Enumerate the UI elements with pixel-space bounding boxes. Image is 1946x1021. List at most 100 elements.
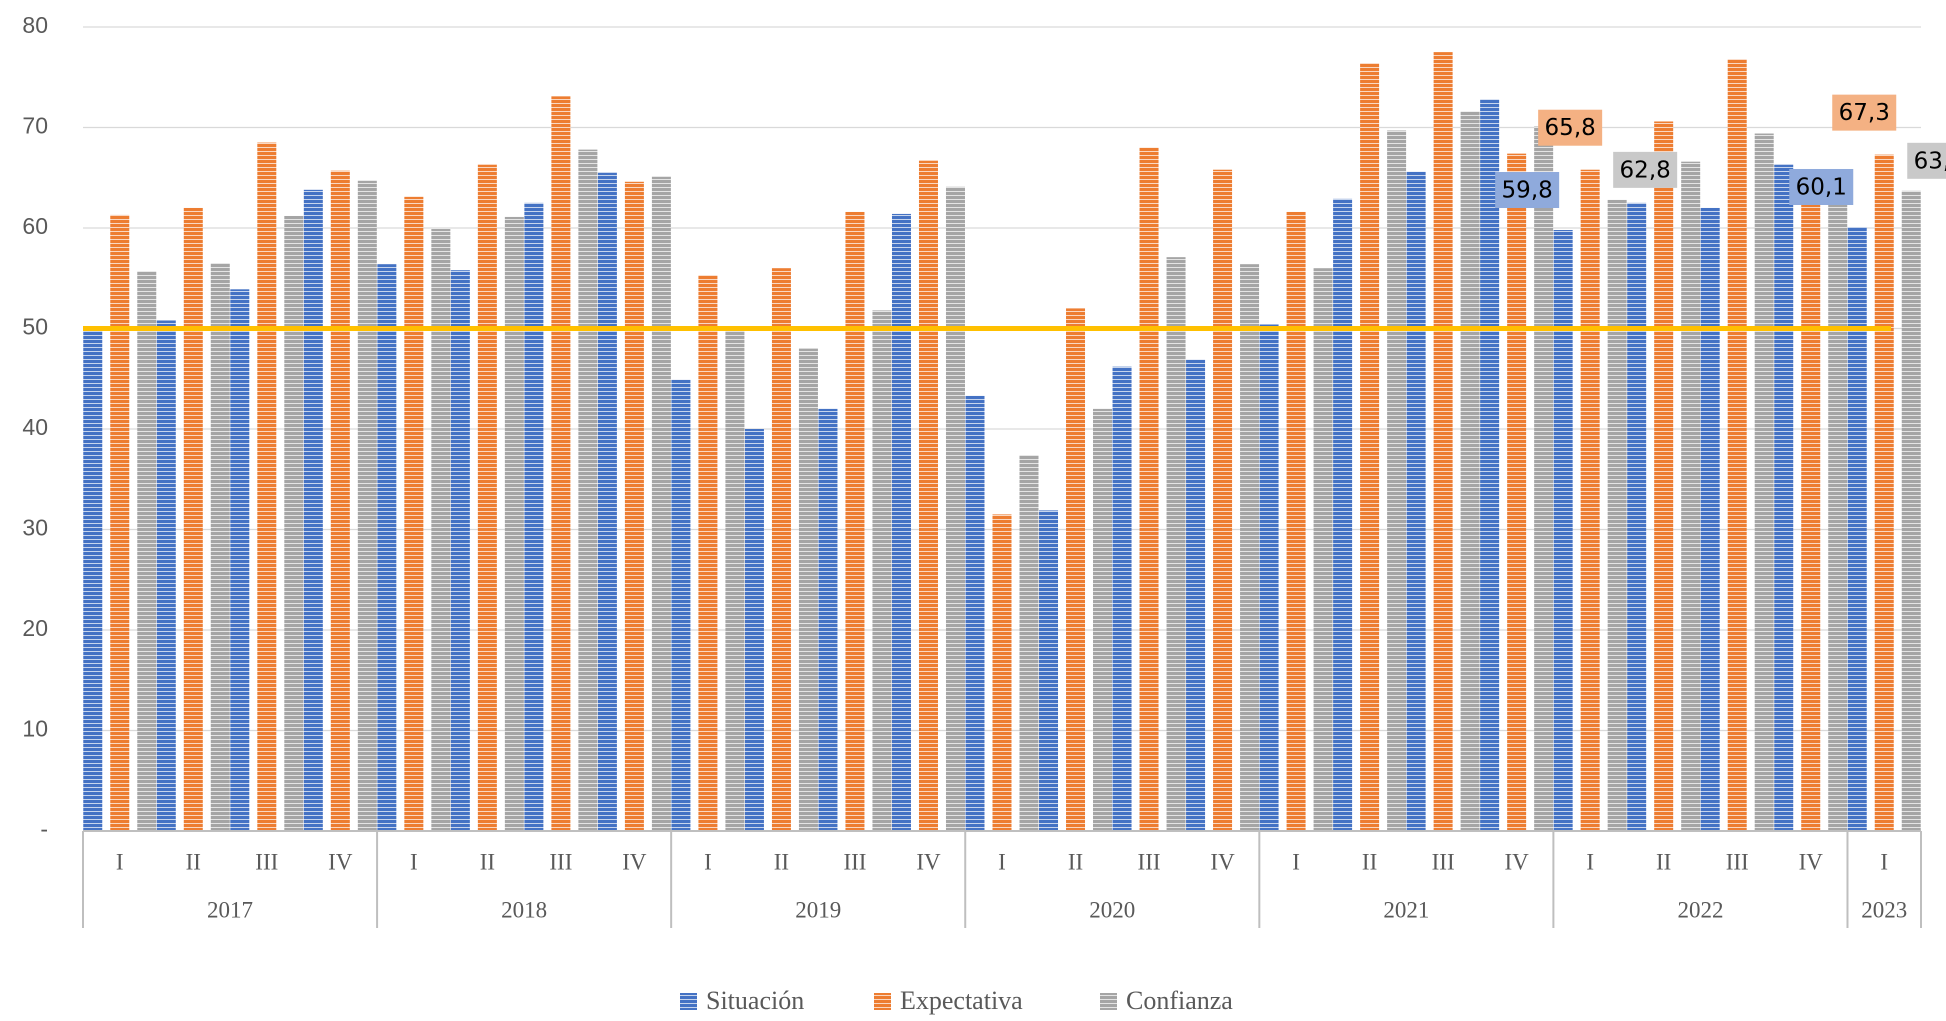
x-tick-label: I: [1586, 849, 1594, 874]
bar: [1313, 268, 1333, 831]
bar: [1874, 154, 1894, 831]
group-label: 2021: [1383, 897, 1429, 922]
bar: [1333, 198, 1353, 832]
x-tick-label: IV: [916, 849, 941, 874]
x-tick-label: IV: [1210, 849, 1235, 874]
x-tick-label: I: [704, 849, 712, 874]
bar: [1507, 153, 1527, 831]
bar: [1186, 359, 1206, 831]
x-tick-label: IV: [1799, 849, 1824, 874]
bar: [1700, 207, 1720, 831]
bar: [1828, 175, 1848, 832]
value-label: 65,8: [1545, 115, 1596, 141]
x-tick-label: III: [1726, 849, 1749, 874]
x-tick-label: II: [186, 849, 201, 874]
group-label: 2018: [501, 897, 547, 922]
bar: [1139, 147, 1159, 832]
value-label: 63,7: [1914, 148, 1946, 174]
y-tick-label: 50: [22, 314, 48, 340]
bar: [110, 214, 130, 831]
bar: [1360, 63, 1380, 832]
bar: [1019, 455, 1039, 831]
bar: [798, 348, 818, 831]
bar: [624, 181, 644, 831]
bar: [1240, 264, 1260, 831]
value-label-box: [1613, 151, 1678, 188]
bar: [83, 328, 103, 831]
x-tick-label: III: [549, 849, 572, 874]
legend-swatch: [680, 993, 697, 1010]
y-tick-label: 20: [22, 615, 48, 641]
bar: [744, 429, 764, 831]
value-label-box: [1789, 168, 1854, 205]
bar: [357, 180, 377, 831]
bar: [1553, 230, 1573, 831]
value-label: 60,1: [1796, 174, 1847, 200]
bar: [1259, 324, 1279, 831]
bar: [891, 213, 911, 831]
bar: [1607, 199, 1627, 832]
bar: [210, 263, 230, 831]
x-tick-label: I: [116, 849, 124, 874]
x-tick-label: I: [1880, 849, 1888, 874]
x-tick-label: II: [1362, 849, 1377, 874]
x-tick-label: IV: [328, 849, 353, 874]
y-tick-label: 70: [22, 113, 48, 139]
x-tick-label: I: [1292, 849, 1300, 874]
bar: [330, 170, 350, 832]
bar: [156, 320, 176, 831]
bar: [651, 176, 671, 831]
bar: [1847, 226, 1867, 831]
bar: [477, 164, 497, 831]
x-tick-label: II: [480, 849, 495, 874]
y-tick-label: 40: [22, 414, 48, 440]
bar: [1039, 510, 1059, 831]
bar: [504, 216, 524, 831]
value-label-box: [1832, 94, 1897, 131]
x-tick-label: I: [410, 849, 418, 874]
bar: [377, 264, 397, 831]
legend-label: Expectativa: [900, 986, 1023, 1015]
bar: [524, 202, 544, 831]
bar: [1901, 190, 1921, 831]
bar: [257, 142, 277, 831]
legend-swatch: [1100, 993, 1117, 1010]
group-label: 2022: [1677, 897, 1723, 922]
value-label: 67,3: [1839, 100, 1890, 126]
bar: [1387, 130, 1407, 831]
value-label: 62,8: [1620, 157, 1671, 183]
x-tick-label: II: [774, 849, 789, 874]
bar: [671, 379, 691, 831]
x-tick-label: III: [843, 849, 866, 874]
bar: [1093, 408, 1113, 831]
y-tick-label: 10: [22, 716, 48, 742]
bar: [725, 327, 745, 831]
bar: [450, 270, 470, 832]
x-tick-label: I: [998, 849, 1006, 874]
bar: [284, 215, 304, 831]
bar: [1801, 187, 1821, 832]
bar: [918, 160, 938, 832]
bar: [1066, 308, 1086, 831]
bar: [597, 172, 617, 832]
value-label-box: [1907, 142, 1946, 179]
bar: [1534, 126, 1554, 832]
legend-swatch: [874, 993, 891, 1010]
bar: [818, 408, 838, 831]
group-label: 2023: [1861, 897, 1907, 922]
bar: [1727, 59, 1747, 832]
y-tick-label: 60: [22, 213, 48, 239]
bar: [698, 275, 718, 831]
bar: [1774, 164, 1794, 831]
bar: [1460, 111, 1480, 832]
bar: [431, 229, 451, 831]
bar: [1580, 169, 1600, 831]
bar: [1166, 257, 1186, 831]
bar: [1112, 366, 1132, 831]
x-tick-label: II: [1656, 849, 1671, 874]
bar: [992, 514, 1012, 831]
value-label-box: [1538, 109, 1603, 146]
y-tick-label: 30: [22, 515, 48, 541]
bar: [1754, 133, 1774, 831]
